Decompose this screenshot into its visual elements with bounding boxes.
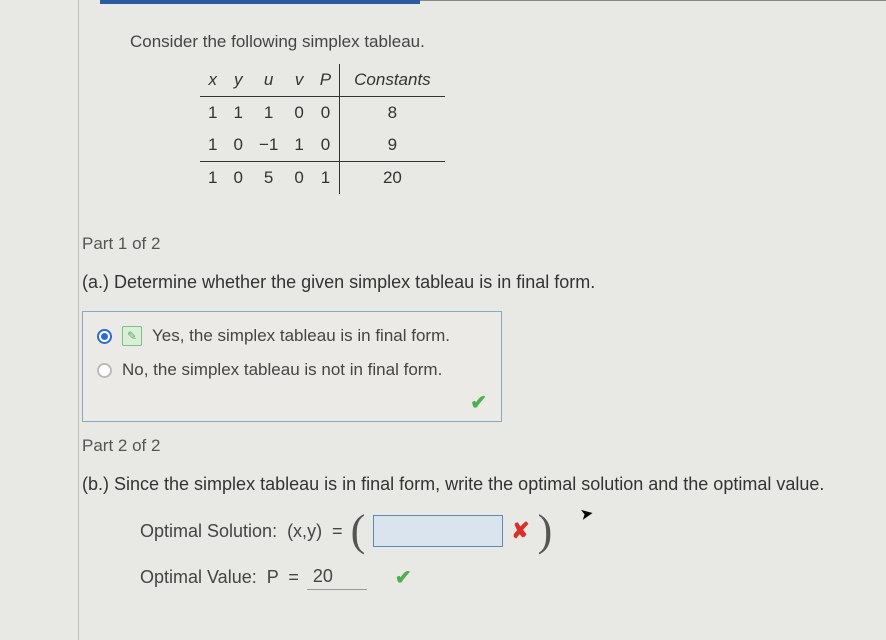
tableau-header: u [251,64,286,97]
optimal-solution-input[interactable] [373,515,503,547]
optimal-value-label: Optimal Value: P = [140,567,299,588]
tableau-cell: 1 [225,97,250,130]
radio-yes-icon [97,329,112,344]
paren-open: ( [351,509,366,553]
tableau-cell: 0 [312,97,340,130]
value-check-icon: ✔ [395,565,412,590]
tableau-cell: 1 [200,129,225,162]
optimal-value-row: Optimal Value: P = 20 ✔ [140,565,886,590]
paren-close: ) [538,509,553,553]
tableau-cell: 0 [286,162,311,195]
tableau-header: y [225,64,250,97]
wrong-x-icon: ✘ [511,518,529,544]
tableau-header: x [200,64,225,97]
tableau-cell: 5 [251,162,286,195]
tableau-cell: 1 [251,97,286,130]
tableau-cell: 8 [340,97,445,130]
tableau-cell: 20 [340,162,445,195]
tableau-cell: 1 [200,97,225,130]
instruction-text: Consider the following simplex tableau. [130,32,886,52]
part-1-label: Part 1 of 2 [82,234,886,254]
simplex-tableau: x y u v P Constants 1 1 1 0 0 8 1 0 −1 1… [200,64,445,194]
part-1-question: (a.) Determine whether the given simplex… [82,272,886,293]
radio-option-no[interactable]: No, the simplex tableau is not in final … [97,360,487,380]
tableau-cell: 0 [225,162,250,195]
tableau-cell: −1 [251,129,286,162]
correct-check-icon: ✔ [97,390,487,415]
radio-no-icon [97,363,112,378]
radio-yes-label: Yes, the simplex tableau is in final for… [152,326,450,346]
radio-no-label: No, the simplex tableau is not in final … [122,360,442,380]
tableau-cell: 0 [312,129,340,162]
optimal-solution-row: Optimal Solution: (x,y) = ( ✘ ) [140,509,886,553]
radio-option-yes[interactable]: ✎ Yes, the simplex tableau is in final f… [97,326,487,346]
tableau-cell: 9 [340,129,445,162]
tableau-header: P [312,64,340,97]
optimal-value-input[interactable]: 20 [307,566,367,590]
part-1-answer-box: ✎ Yes, the simplex tableau is in final f… [82,311,502,422]
tableau-header: Constants [340,64,445,97]
tableau-cell: 1 [312,162,340,195]
part-2-question: (b.) Since the simplex tableau is in fin… [82,474,886,495]
tableau-header: v [286,64,311,97]
tableau-cell: 0 [286,97,311,130]
tableau-cell: 1 [286,129,311,162]
part-2-label: Part 2 of 2 [82,436,886,456]
hint-icon[interactable]: ✎ [122,326,142,346]
optimal-solution-label: Optimal Solution: (x,y) = [140,521,343,542]
tableau-cell: 0 [225,129,250,162]
tableau-cell: 1 [200,162,225,195]
